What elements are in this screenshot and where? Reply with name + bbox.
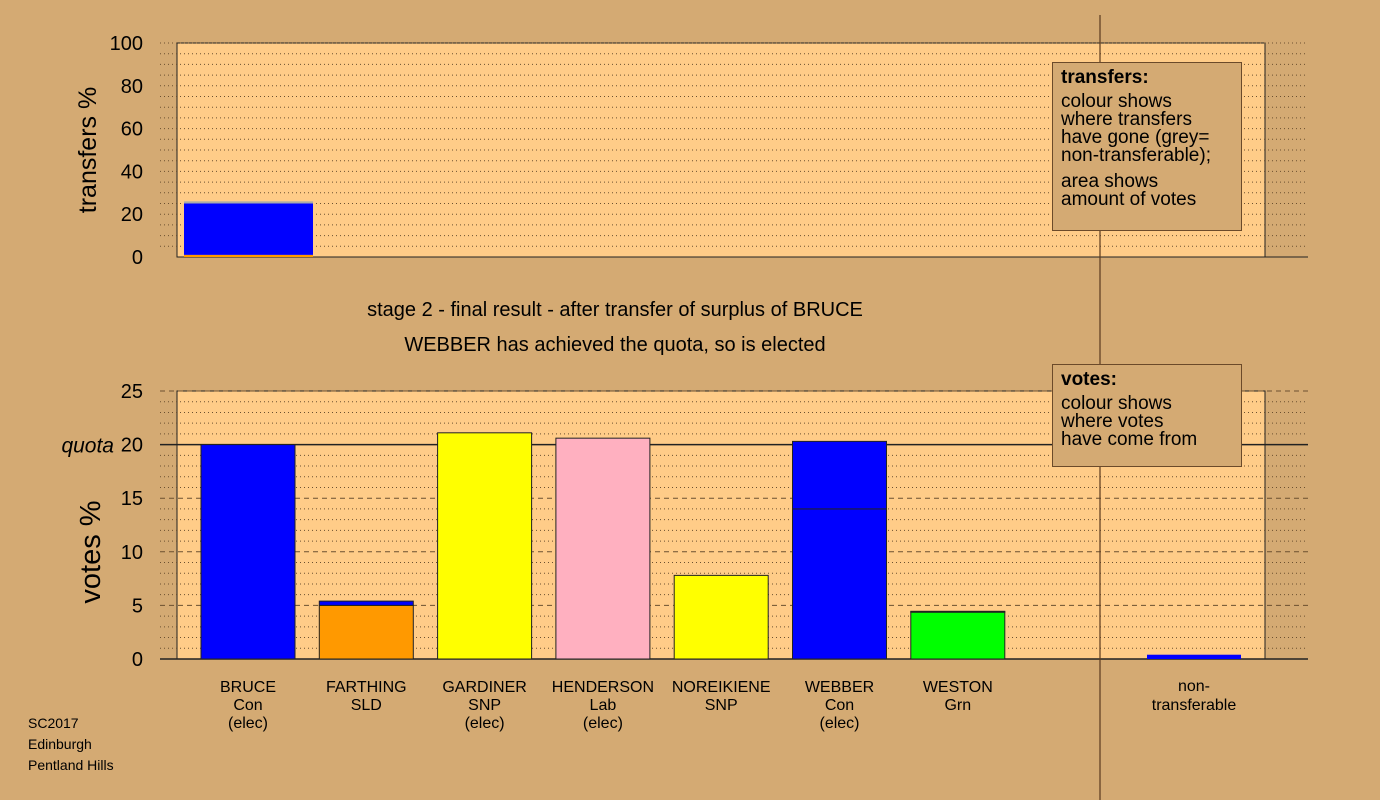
votes-legend: votes: colour shows where votes have com… <box>1052 364 1242 467</box>
candidate-party-label: Grn <box>944 697 971 714</box>
candidate-name-label: HENDERSON <box>552 679 654 696</box>
vote-bar-segment <box>555 437 651 660</box>
stage-subtitle: WEBBER has achieved the quota, so is ele… <box>404 334 825 356</box>
transfers-legend-line: where transfers <box>1061 109 1192 130</box>
transfers-legend-line: have gone (grey= <box>1061 127 1210 148</box>
vote-bar-segment <box>200 444 296 660</box>
votes-y-tick-label: 20 <box>121 435 143 457</box>
transfers-legend-line: amount of votes <box>1061 189 1197 210</box>
vote-bar-segment <box>673 574 769 660</box>
candidate-party-label: Con <box>825 697 854 714</box>
stage-title: stage 2 - final result - after transfer … <box>367 299 863 321</box>
transfers-y-axis-label: transfers % <box>74 87 102 213</box>
candidate-name-label: WEBBER <box>805 679 874 696</box>
quota-label: quota <box>61 435 114 458</box>
transfers-legend: transfers: colour shows where transfers … <box>1052 62 1242 231</box>
votes-y-tick-label: 0 <box>132 649 143 671</box>
footnote: SC2017 Edinburgh Pentland Hills <box>28 713 114 776</box>
candidate-status-label: (elec) <box>228 715 268 732</box>
vote-bar-segment <box>318 600 414 606</box>
transfers-bar-segment <box>184 203 313 255</box>
candidate-name-label: FARTHING <box>326 679 407 696</box>
transfers-y-tick-label: 0 <box>132 247 143 269</box>
candidate-name-label: GARDINER <box>442 679 526 696</box>
transfers-y-tick-label: 80 <box>121 76 143 98</box>
candidate-party-label: SNP <box>705 697 738 714</box>
nontransferable-bar-segment <box>1147 654 1241 659</box>
vote-bar-segment <box>792 440 887 510</box>
votes-y-tick-label: 5 <box>132 595 143 617</box>
transfers-y-tick-label: 100 <box>110 33 143 55</box>
transfers-bar-segment <box>184 201 313 204</box>
votes-legend-line: where votes <box>1061 411 1164 432</box>
candidate-status-label: (elec) <box>583 715 623 732</box>
candidate-party-label: SNP <box>468 697 501 714</box>
footnote-line: Pentland Hills <box>28 757 114 773</box>
candidate-name-label: NOREIKIENE <box>672 679 771 696</box>
candidate-name-label: WESTON <box>923 679 993 696</box>
votes-legend-title: votes: <box>1061 369 1117 390</box>
votes-y-axis-label: votes % <box>75 500 107 603</box>
transfers-legend-title: transfers: <box>1061 67 1149 88</box>
transfers-y-tick-label: 20 <box>121 204 143 226</box>
vote-bar-segment <box>318 604 414 660</box>
footnote-line: SC2017 <box>28 715 79 731</box>
transfers-bar-segment <box>184 254 313 257</box>
transfers-legend-line: colour shows <box>1061 91 1172 112</box>
transfers-legend-line: area shows <box>1061 171 1159 192</box>
vote-bar-segment <box>910 611 1006 660</box>
nontransferable-label: transferable <box>1152 697 1237 714</box>
candidate-party-label: Lab <box>590 697 617 714</box>
votes-y-tick-label: 10 <box>121 542 143 564</box>
candidate-status-label: (elec) <box>819 715 859 732</box>
candidate-party-label: Con <box>233 697 262 714</box>
nontransferable-label: non- <box>1178 678 1210 695</box>
vote-bar-segment <box>792 508 887 660</box>
transfers-y-tick-label: 60 <box>121 119 143 141</box>
transfers-legend-line: non-transferable); <box>1061 145 1211 166</box>
footnote-line: Edinburgh <box>28 736 92 752</box>
votes-y-tick-label: 15 <box>121 488 143 510</box>
candidate-party-label: SLD <box>351 697 382 714</box>
vote-bar-segment <box>437 432 533 660</box>
transfers-y-tick-label: 40 <box>121 161 143 183</box>
votes-y-tick-label: 25 <box>121 381 143 403</box>
votes-legend-line: have come from <box>1061 429 1198 450</box>
candidate-status-label: (elec) <box>465 715 505 732</box>
votes-legend-line: colour shows <box>1061 393 1172 414</box>
vote-bar-segment <box>910 610 1006 613</box>
candidate-name-label: BRUCE <box>220 679 276 696</box>
